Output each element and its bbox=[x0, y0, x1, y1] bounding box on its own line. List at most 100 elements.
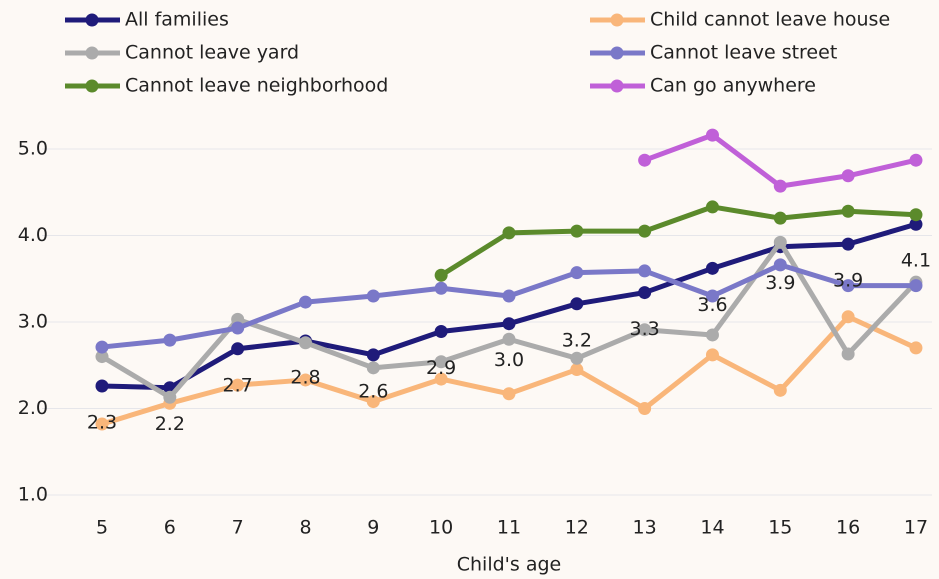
data-point bbox=[95, 379, 109, 393]
data-label: 2.6 bbox=[358, 380, 388, 402]
data-point bbox=[502, 387, 516, 401]
data-point bbox=[705, 200, 719, 214]
data-point bbox=[434, 281, 448, 295]
data-point bbox=[773, 383, 787, 397]
x-tick-label: 12 bbox=[565, 517, 589, 539]
data-point bbox=[638, 264, 652, 278]
legend-label: All families bbox=[125, 9, 229, 31]
legend-label: Cannot leave neighborhood bbox=[125, 75, 388, 97]
legend-marker bbox=[610, 79, 624, 93]
legend-label: Cannot leave street bbox=[650, 42, 837, 64]
data-label: 3.9 bbox=[765, 272, 795, 294]
x-tick-label: 10 bbox=[429, 517, 453, 539]
data-point bbox=[434, 355, 448, 369]
data-point bbox=[95, 340, 109, 354]
data-point bbox=[366, 395, 380, 409]
y-tick-label: 5.0 bbox=[18, 137, 48, 159]
data-point bbox=[773, 211, 787, 225]
data-point bbox=[841, 279, 855, 293]
data-label: 2.3 bbox=[87, 411, 117, 433]
x-tick-label: 9 bbox=[367, 517, 379, 539]
x-tick-label: 15 bbox=[768, 517, 792, 539]
data-point bbox=[909, 208, 923, 222]
data-point bbox=[909, 153, 923, 167]
data-point bbox=[705, 348, 719, 362]
legend-marker bbox=[610, 13, 624, 27]
data-label: 3.0 bbox=[494, 349, 524, 371]
data-point bbox=[298, 295, 312, 309]
y-tick-label: 3.0 bbox=[18, 310, 48, 332]
data-point bbox=[298, 373, 312, 387]
data-label: 2.7 bbox=[223, 374, 253, 396]
data-label: 2.8 bbox=[290, 367, 320, 389]
data-label: 4.1 bbox=[901, 250, 931, 272]
data-point bbox=[705, 261, 719, 275]
data-point bbox=[95, 417, 109, 431]
data-point bbox=[570, 224, 584, 238]
data-label: 3.6 bbox=[697, 294, 727, 316]
data-point bbox=[502, 317, 516, 331]
data-point bbox=[502, 332, 516, 346]
data-label: 2.9 bbox=[426, 357, 456, 379]
data-point bbox=[298, 336, 312, 350]
data-point bbox=[570, 363, 584, 377]
data-point bbox=[909, 279, 923, 293]
data-point bbox=[841, 169, 855, 183]
legend-label: Child cannot leave house bbox=[650, 9, 890, 31]
legend-label: Can go anywhere bbox=[650, 75, 816, 97]
legend-marker bbox=[85, 13, 99, 27]
series-line bbox=[643, 132, 917, 189]
data-point bbox=[841, 204, 855, 218]
data-point bbox=[909, 341, 923, 355]
data-label: 3.2 bbox=[562, 329, 592, 351]
legend-marker bbox=[85, 46, 99, 60]
data-point bbox=[366, 361, 380, 375]
data-point bbox=[705, 289, 719, 303]
data-point bbox=[163, 333, 177, 347]
data-point bbox=[705, 328, 719, 342]
data-point bbox=[434, 324, 448, 338]
data-point bbox=[638, 401, 652, 415]
x-tick-label: 7 bbox=[232, 517, 244, 539]
y-tick-label: 2.0 bbox=[18, 397, 48, 419]
data-point bbox=[841, 310, 855, 324]
data-point bbox=[231, 321, 245, 335]
legend-marker bbox=[610, 46, 624, 60]
data-label: 2.2 bbox=[155, 413, 185, 435]
data-point bbox=[570, 266, 584, 280]
data-point bbox=[773, 235, 787, 249]
data-point bbox=[909, 217, 923, 231]
series-line bbox=[439, 204, 917, 278]
legend-label: Cannot leave yard bbox=[125, 42, 299, 64]
x-tick-label: 6 bbox=[164, 517, 176, 539]
data-point bbox=[841, 347, 855, 361]
data-label: 3.9 bbox=[833, 270, 863, 292]
data-point bbox=[231, 378, 245, 392]
y-tick-label: 4.0 bbox=[18, 224, 48, 246]
data-point bbox=[434, 372, 448, 386]
x-tick-label: 14 bbox=[700, 517, 724, 539]
x-tick-label: 17 bbox=[904, 517, 928, 539]
data-label: 3.3 bbox=[630, 318, 660, 340]
data-point bbox=[638, 224, 652, 238]
data-point bbox=[434, 268, 448, 282]
legend-marker bbox=[85, 79, 99, 93]
data-point bbox=[231, 342, 245, 356]
x-tick-label: 13 bbox=[633, 517, 657, 539]
data-point bbox=[366, 348, 380, 362]
data-point bbox=[570, 297, 584, 311]
data-point bbox=[502, 226, 516, 240]
data-point bbox=[638, 153, 652, 167]
data-point bbox=[638, 286, 652, 300]
x-tick-label: 11 bbox=[497, 517, 521, 539]
data-point bbox=[773, 179, 787, 193]
data-point bbox=[570, 351, 584, 365]
data-point bbox=[773, 258, 787, 272]
data-point bbox=[95, 350, 109, 364]
x-axis-label: Child's age bbox=[457, 554, 561, 576]
data-point bbox=[638, 323, 652, 337]
data-point bbox=[163, 390, 177, 404]
data-point bbox=[366, 289, 380, 303]
x-tick-label: 16 bbox=[836, 517, 860, 539]
